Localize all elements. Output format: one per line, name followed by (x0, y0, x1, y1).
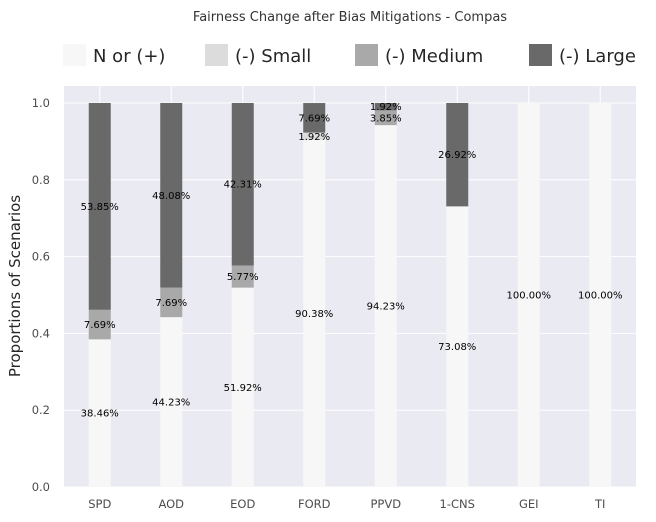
y-tick-label: 0.6 (32, 250, 50, 264)
legend-label: (-) Small (235, 46, 311, 67)
data-label: 1.92% (370, 102, 402, 113)
bar-segment (303, 139, 326, 487)
bar-segment (374, 110, 397, 126)
data-label: 100.00% (578, 291, 623, 302)
x-axis-ticks: SPD AOD EOD FORD PPVD 1-CNS GEI TI (88, 497, 605, 511)
y-axis-label: Proportions of Scenarios (6, 195, 24, 377)
bar-segment (231, 265, 254, 288)
y-tick-label: 0.2 (32, 403, 50, 417)
data-label: 26.92% (438, 150, 476, 161)
legend-swatch (355, 44, 378, 66)
y-axis-ticks: 0.0 0.2 0.4 0.6 0.8 1.0 (32, 96, 50, 494)
data-label: 7.69% (155, 298, 187, 309)
y-tick-label: 1.0 (32, 96, 50, 110)
legend-swatch (205, 44, 228, 66)
bar-segment (374, 125, 397, 487)
x-tick-label: EOD (230, 497, 255, 511)
data-label: 38.46% (81, 409, 119, 420)
x-tick-label: FORD (298, 497, 331, 511)
bar-segment (517, 103, 540, 487)
legend-label: (-) Large (559, 46, 636, 67)
bar-segment (231, 103, 254, 266)
chart-title: Fairness Change after Bias Mitigations -… (193, 10, 507, 25)
bar-segment (160, 317, 183, 487)
bar-segment (88, 309, 111, 340)
data-label: 7.69% (298, 113, 330, 124)
x-tick-label: AOD (158, 497, 184, 511)
data-label: 100.00% (507, 291, 552, 302)
x-tick-label: 1-CNS (440, 497, 475, 511)
y-tick-label: 0.4 (32, 326, 50, 340)
data-labels: 38.46% 7.69% 53.85% 44.23% 7.69% 48.08% 51.92%… (81, 102, 623, 419)
legend: N or (+) (-) Small (-) Medium (-) Large (63, 44, 636, 67)
data-label: 51.92% (224, 383, 262, 394)
data-label: 5.77% (227, 272, 259, 283)
data-label: 48.08% (152, 191, 190, 202)
bar-segment (88, 103, 111, 310)
bar-segment (88, 339, 111, 487)
data-label: 7.69% (84, 320, 116, 331)
bar-segment (446, 206, 469, 487)
bar-segment (231, 287, 254, 487)
bar-segment (303, 132, 326, 140)
data-label: 1.92% (298, 132, 330, 143)
bar-segment (303, 103, 326, 133)
x-tick-label: PPVD (370, 497, 401, 511)
data-label: 44.23% (152, 398, 190, 409)
data-label: 94.23% (367, 302, 405, 313)
legend-label: (-) Medium (385, 46, 483, 67)
bar-segment (374, 103, 397, 111)
bar-segment (160, 103, 183, 288)
bars (88, 103, 612, 487)
bar-segment (589, 103, 612, 487)
data-label: 3.85% (370, 113, 402, 124)
data-label: 90.38% (295, 309, 333, 320)
x-tick-label: GEI (519, 497, 539, 511)
bar-segment (446, 103, 469, 207)
data-label: 73.08% (438, 342, 476, 353)
legend-label: N or (+) (93, 46, 165, 67)
legend-swatch (529, 44, 552, 66)
x-tick-label: SPD (88, 497, 111, 511)
data-label: 53.85% (81, 202, 119, 213)
data-label: 42.31% (224, 180, 262, 191)
x-tick-label: TI (594, 497, 605, 511)
plot-background (64, 86, 636, 487)
bar-segment (160, 287, 183, 318)
legend-swatch (63, 44, 86, 66)
y-tick-label: 0.8 (32, 173, 50, 187)
y-tick-label: 0.0 (32, 480, 50, 494)
